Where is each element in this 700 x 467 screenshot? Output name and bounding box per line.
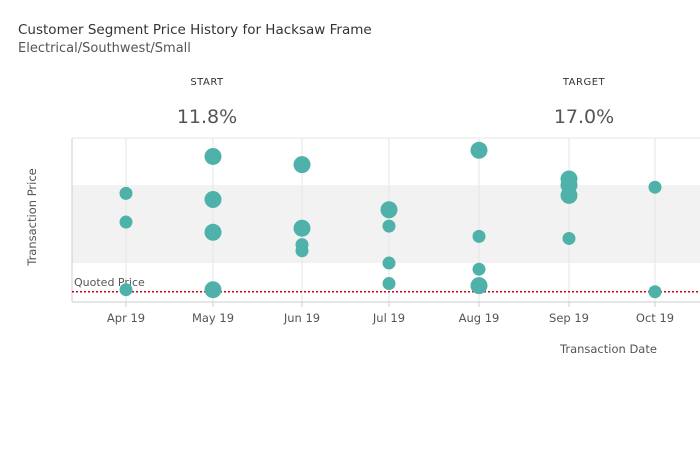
data-point <box>204 191 222 208</box>
data-point <box>382 256 396 270</box>
data-point <box>382 219 396 233</box>
data-point <box>380 201 398 219</box>
data-point <box>119 186 133 200</box>
data-point <box>470 141 488 159</box>
x-tick-label: Aug 19 <box>459 311 500 325</box>
x-tick-label: May 19 <box>192 311 234 325</box>
x-tick-label: Jun 19 <box>283 311 320 325</box>
data-point <box>119 215 133 229</box>
data-point <box>295 244 309 258</box>
data-point <box>293 156 311 174</box>
x-tick-label: Apr 19 <box>107 311 145 325</box>
data-point <box>204 223 222 241</box>
x-tick-label: Jul 19 <box>372 311 405 325</box>
y-axis-label: Transaction Price <box>25 168 39 266</box>
data-point <box>472 229 486 243</box>
data-point <box>119 283 133 297</box>
x-axis-label: Transaction Date <box>560 342 657 356</box>
data-point <box>204 147 222 165</box>
data-point <box>470 277 488 295</box>
data-point <box>562 231 576 245</box>
x-tick-label: Sep 19 <box>549 311 589 325</box>
start-kpi-label: START <box>190 77 224 88</box>
data-point <box>382 277 396 291</box>
quoted-price-label: Quoted Price <box>74 276 145 289</box>
data-point <box>560 186 578 204</box>
data-point <box>648 180 662 194</box>
chart-subtitle: Electrical/Southwest/Small <box>18 41 191 56</box>
data-point <box>293 219 311 237</box>
data-point <box>648 285 662 299</box>
x-tick-label: Oct 19 <box>636 311 674 325</box>
data-point <box>204 281 222 299</box>
target-kpi-value: 17.0% <box>553 106 615 128</box>
target-kpi-label: TARGET <box>562 77 606 88</box>
chart-title: Customer Segment Price History for Hacks… <box>18 22 372 38</box>
start-kpi-value: 11.8% <box>176 106 238 128</box>
data-point <box>472 262 486 276</box>
